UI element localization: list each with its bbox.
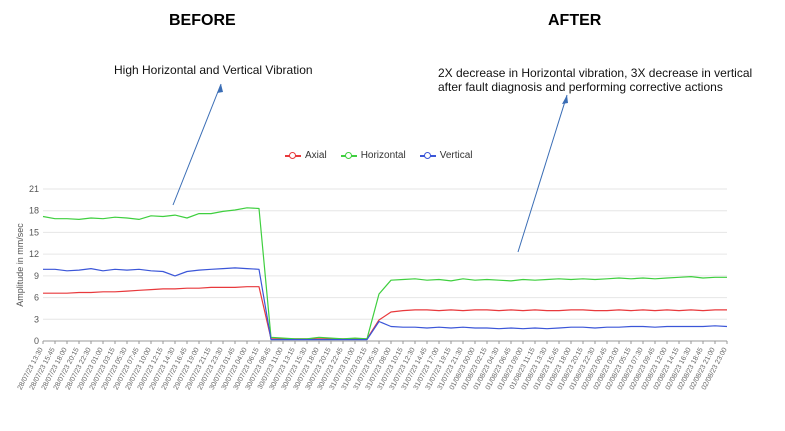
after-annotation-line1: 2X decrease in Horizontal vibration, 3X … — [438, 66, 753, 80]
y-tick-label: 21 — [29, 184, 39, 194]
after-heading: AFTER — [548, 12, 602, 29]
y-tick-label: 3 — [34, 314, 39, 324]
before-arrowhead — [217, 84, 223, 93]
y-tick-label: 0 — [34, 336, 39, 346]
chart-grid — [43, 188, 727, 342]
series-lines — [42, 207, 728, 341]
y-axis-ticks: 0 3 6 9 12 15 18 21 — [29, 184, 39, 346]
legend-label-vertical: Vertical — [439, 150, 473, 161]
y-tick-label: 18 — [29, 206, 39, 216]
after-annotation-line2: after fault diagnosis and performing cor… — [438, 80, 723, 94]
before-annotation: High Horizontal and Vertical Vibration — [114, 63, 313, 77]
before-annotation-arrow — [172, 83, 222, 206]
legend-marker-axial — [285, 151, 301, 161]
series-line-horizontal — [42, 207, 727, 340]
y-tick-label: 15 — [29, 227, 39, 237]
before-heading: BEFORE — [169, 12, 236, 29]
y-tick-label: 12 — [29, 249, 39, 259]
legend-item-vertical[interactable]: Vertical — [419, 150, 473, 161]
y-tick-label: 6 — [34, 293, 39, 303]
series-line-vertical — [43, 267, 728, 341]
legend-label-horizontal: Horizontal — [360, 150, 406, 161]
y-tick-label: 9 — [34, 271, 39, 281]
after-annotation-arrow — [517, 94, 568, 253]
legend-label-axial: Axial — [305, 150, 327, 161]
legend-marker-vertical — [419, 151, 436, 161]
after-arrowhead — [562, 95, 568, 104]
y-axis-label: Amplitude in mm/sec — [15, 223, 25, 307]
series-line-axial — [43, 286, 727, 340]
chart-legend: Axial Horizontal Vertical — [285, 150, 473, 161]
legend-item-axial[interactable]: Axial — [285, 150, 327, 161]
legend-marker-horizontal — [340, 151, 357, 161]
legend-item-horizontal[interactable]: Horizontal — [340, 150, 406, 161]
